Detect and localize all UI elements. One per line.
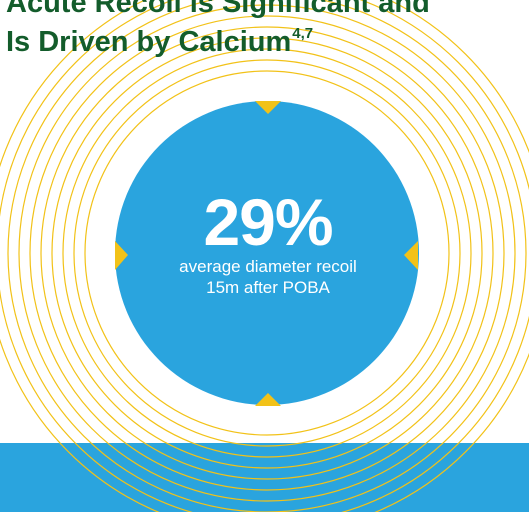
stat-block: 29% average diameter recoil 15m after PO…	[150, 188, 386, 298]
arrow-up-icon	[255, 393, 281, 406]
title-line-1: Acute Recoil is Significant and	[6, 0, 430, 19]
arrow-down-icon	[255, 101, 281, 114]
title-line-2-text: Is Driven by Calcium	[6, 26, 292, 58]
arrow-right-icon	[115, 241, 128, 270]
stat-description: average diameter recoil 15m after POBA	[179, 257, 357, 297]
bottom-band	[0, 443, 529, 512]
title-line-2: Is Driven by Calcium4,7	[6, 23, 430, 62]
stat-value: 29%	[203, 185, 333, 259]
arrow-left-icon	[404, 241, 418, 270]
citation-superscript: 4,7	[292, 25, 314, 43]
page-title: Acute Recoil is Significant and Is Drive…	[6, 0, 430, 62]
